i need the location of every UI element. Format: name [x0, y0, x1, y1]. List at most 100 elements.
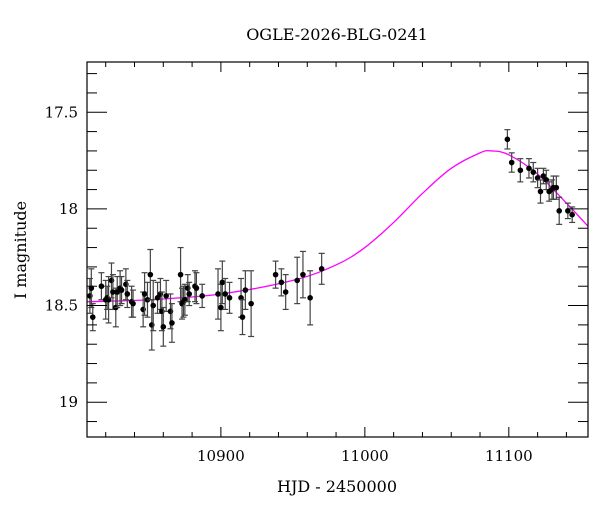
data-marker [110, 289, 116, 295]
data-marker [169, 320, 175, 326]
data-point [177, 246, 184, 303]
plot-frame [86, 61, 589, 438]
y-tick-label: 18.5 [45, 297, 78, 315]
data-point [109, 274, 116, 311]
data-marker [294, 277, 300, 284]
data-marker [278, 279, 285, 286]
data-marker [124, 291, 131, 297]
data-point [199, 283, 206, 309]
data-point [157, 277, 164, 311]
axis-ticks [87, 62, 588, 437]
data-marker [282, 289, 289, 295]
data-marker [141, 291, 148, 297]
data-point [517, 158, 524, 183]
data-marker [199, 293, 205, 299]
data-point [307, 270, 314, 326]
data-point [239, 299, 246, 336]
data-marker [537, 188, 544, 195]
data-marker [147, 271, 154, 278]
data-point [105, 275, 112, 324]
data-marker [517, 167, 524, 174]
data-point [160, 306, 167, 347]
data-marker [160, 324, 167, 330]
data-marker [300, 271, 306, 278]
data-point [238, 277, 245, 318]
data-point [318, 252, 325, 285]
data-point [272, 260, 279, 289]
data-point [130, 289, 137, 318]
data-marker [504, 136, 511, 143]
data-point [217, 283, 224, 332]
data-marker [307, 295, 313, 301]
data-marker [508, 159, 515, 166]
data-point [530, 161, 537, 183]
data-marker [540, 173, 547, 179]
data-point [222, 277, 229, 311]
chart-title: OGLE-2026-BLG-0241 [246, 25, 428, 44]
data-point [546, 181, 553, 202]
data-point [150, 279, 157, 332]
x-tick-label: 11100 [485, 447, 533, 465]
data-marker [272, 271, 279, 278]
y-axis-label: I magnitude [11, 201, 30, 299]
data-marker [219, 279, 226, 286]
y-tick-label: 17.5 [45, 103, 78, 121]
data-point [294, 256, 301, 305]
data-marker [114, 289, 121, 295]
data-marker [530, 169, 537, 175]
x-tick-label: 10900 [197, 447, 245, 465]
data-point [248, 270, 255, 338]
data-marker [226, 295, 233, 301]
data-marker [526, 165, 532, 172]
data-marker [215, 291, 221, 297]
data-point [226, 281, 233, 314]
data-point [553, 175, 560, 200]
data-point [242, 270, 249, 311]
data-point [124, 279, 131, 309]
data-point [168, 303, 175, 343]
data-marker [248, 300, 254, 307]
data-point [147, 248, 154, 301]
data-point [508, 152, 515, 173]
data-point [569, 206, 576, 224]
data-point [278, 268, 285, 297]
data-marker [565, 208, 571, 214]
data-point [186, 281, 193, 307]
data-point [504, 129, 511, 150]
data-point [98, 272, 105, 301]
data-marker [569, 211, 575, 218]
data-marker [130, 300, 136, 307]
x-tick-label: 11000 [341, 447, 389, 465]
data-point [154, 281, 161, 314]
x-axis-label: HJD - 2450000 [277, 477, 397, 496]
data-point [299, 250, 306, 299]
data-marker [222, 291, 229, 297]
data-points-layer [87, 129, 576, 351]
data-marker [556, 208, 563, 214]
data-marker [154, 295, 161, 301]
data-point [543, 169, 550, 191]
data-marker [150, 302, 157, 309]
data-marker [88, 285, 95, 291]
data-point [118, 275, 125, 305]
data-marker [553, 184, 560, 191]
data-marker [186, 291, 193, 297]
data-point [193, 272, 200, 305]
data-point [282, 274, 289, 311]
y-tick-label: 18 [59, 200, 78, 218]
data-marker [242, 287, 249, 293]
data-point [215, 268, 222, 320]
data-point [141, 272, 148, 316]
data-marker [177, 271, 184, 278]
data-point [540, 167, 547, 185]
data-point [219, 260, 226, 305]
data-marker [239, 314, 246, 320]
data-marker [193, 285, 200, 291]
data-point [163, 279, 170, 312]
data-point [556, 196, 563, 225]
data-marker [318, 266, 325, 272]
data-point [114, 275, 121, 309]
data-point [140, 291, 147, 328]
data-marker [98, 283, 105, 290]
